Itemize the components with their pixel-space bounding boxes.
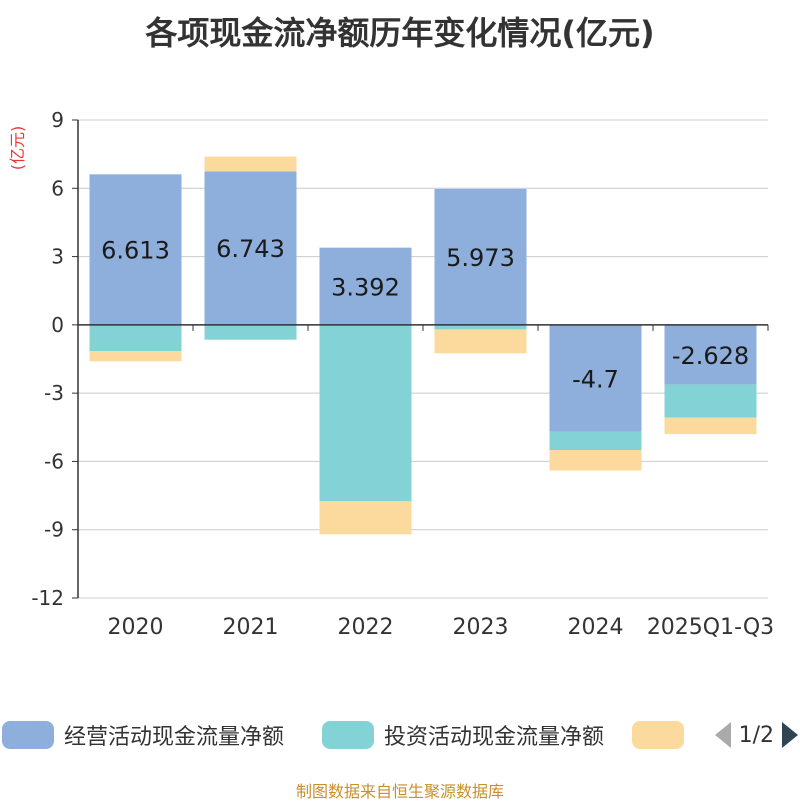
x-tick-label: 2020 xyxy=(108,615,164,640)
bar-segment-2024-s2 xyxy=(549,450,642,471)
legend-pager: 1/2 xyxy=(714,722,798,748)
legend-label-investing: 投资活动现金流量净额 xyxy=(384,725,605,750)
bar-segment-2025Q1-Q3-s2 xyxy=(664,417,757,435)
pager-next-icon[interactable] xyxy=(782,722,798,748)
data-label: 6.613 xyxy=(101,237,170,265)
data-source: 制图数据来自恒生聚源数据库 xyxy=(295,782,504,801)
bar-segment-2022-s2 xyxy=(319,501,412,535)
bar-segment-2023-s0 xyxy=(434,188,527,325)
bar-segment-2021-s0 xyxy=(204,171,297,325)
y-tick-label: -3 xyxy=(44,381,64,405)
bar-segment-2025Q1-Q3-s0 xyxy=(664,324,757,385)
data-label: 6.743 xyxy=(216,235,285,263)
x-tick-label: 2023 xyxy=(453,615,509,640)
y-tick-label: 9 xyxy=(51,108,64,132)
bar-segment-2020-s2 xyxy=(89,351,182,362)
legend-item-financing[interactable] xyxy=(632,720,684,750)
data-label: 5.973 xyxy=(446,244,515,272)
chart-plot: 9 6 3 0 -3 -6 -9 -12 2020 6.613 2021 6.743 2022 3.392… xyxy=(31,108,774,640)
chart-title: 各项现金流净额历年变化情况(亿元) xyxy=(145,14,655,52)
x-tick-label: 2024 xyxy=(568,615,624,640)
pager-label: 1/2 xyxy=(738,722,774,748)
bar-segment-2025Q1-Q3-s1 xyxy=(664,384,757,418)
legend-item-investing[interactable]: 投资活动现金流量净额 xyxy=(322,720,604,750)
bar-segment-2021-s1 xyxy=(204,324,297,340)
bar-segment-2024-s0 xyxy=(549,324,642,432)
y-tick-label: 0 xyxy=(51,313,64,337)
x-tick-label: 2025Q1-Q3 xyxy=(647,615,774,640)
bar-segment-2022-s1 xyxy=(319,324,412,502)
data-label: 3.392 xyxy=(331,273,400,301)
y-tick-label: -9 xyxy=(44,518,64,542)
y-tick-label: 3 xyxy=(51,245,64,269)
y-tick-label: 6 xyxy=(51,176,64,200)
bar-segment-2020-s0 xyxy=(89,174,182,325)
data-label: -4.7 xyxy=(572,365,619,393)
bar-segment-2021-s2 xyxy=(204,156,297,172)
bar-segment-2020-s1 xyxy=(89,324,182,352)
legend-swatch-investing xyxy=(322,721,374,749)
bar-segment-2022-s0 xyxy=(319,247,412,325)
legend-label-operating: 经营活动现金流量净额 xyxy=(64,725,285,750)
bar-segment-2024-s1 xyxy=(549,431,642,451)
y-tick-label: -12 xyxy=(31,586,64,610)
y-tick-label: -6 xyxy=(44,449,64,473)
legend-swatch-operating xyxy=(2,721,54,749)
legend: 经营活动现金流量净额 投资活动现金流量净额 1/2 xyxy=(0,712,800,758)
bar-segment-2023-s1 xyxy=(434,324,527,330)
x-tick-label: 2022 xyxy=(338,615,394,640)
data-label: -2.628 xyxy=(672,342,749,370)
x-tick-label: 2021 xyxy=(223,615,279,640)
bar-segment-2023-s2 xyxy=(434,329,527,354)
legend-item-operating[interactable]: 经营活动现金流量净额 xyxy=(2,720,284,750)
pager-prev-icon[interactable] xyxy=(714,722,731,748)
legend-swatch-financing xyxy=(632,721,684,749)
